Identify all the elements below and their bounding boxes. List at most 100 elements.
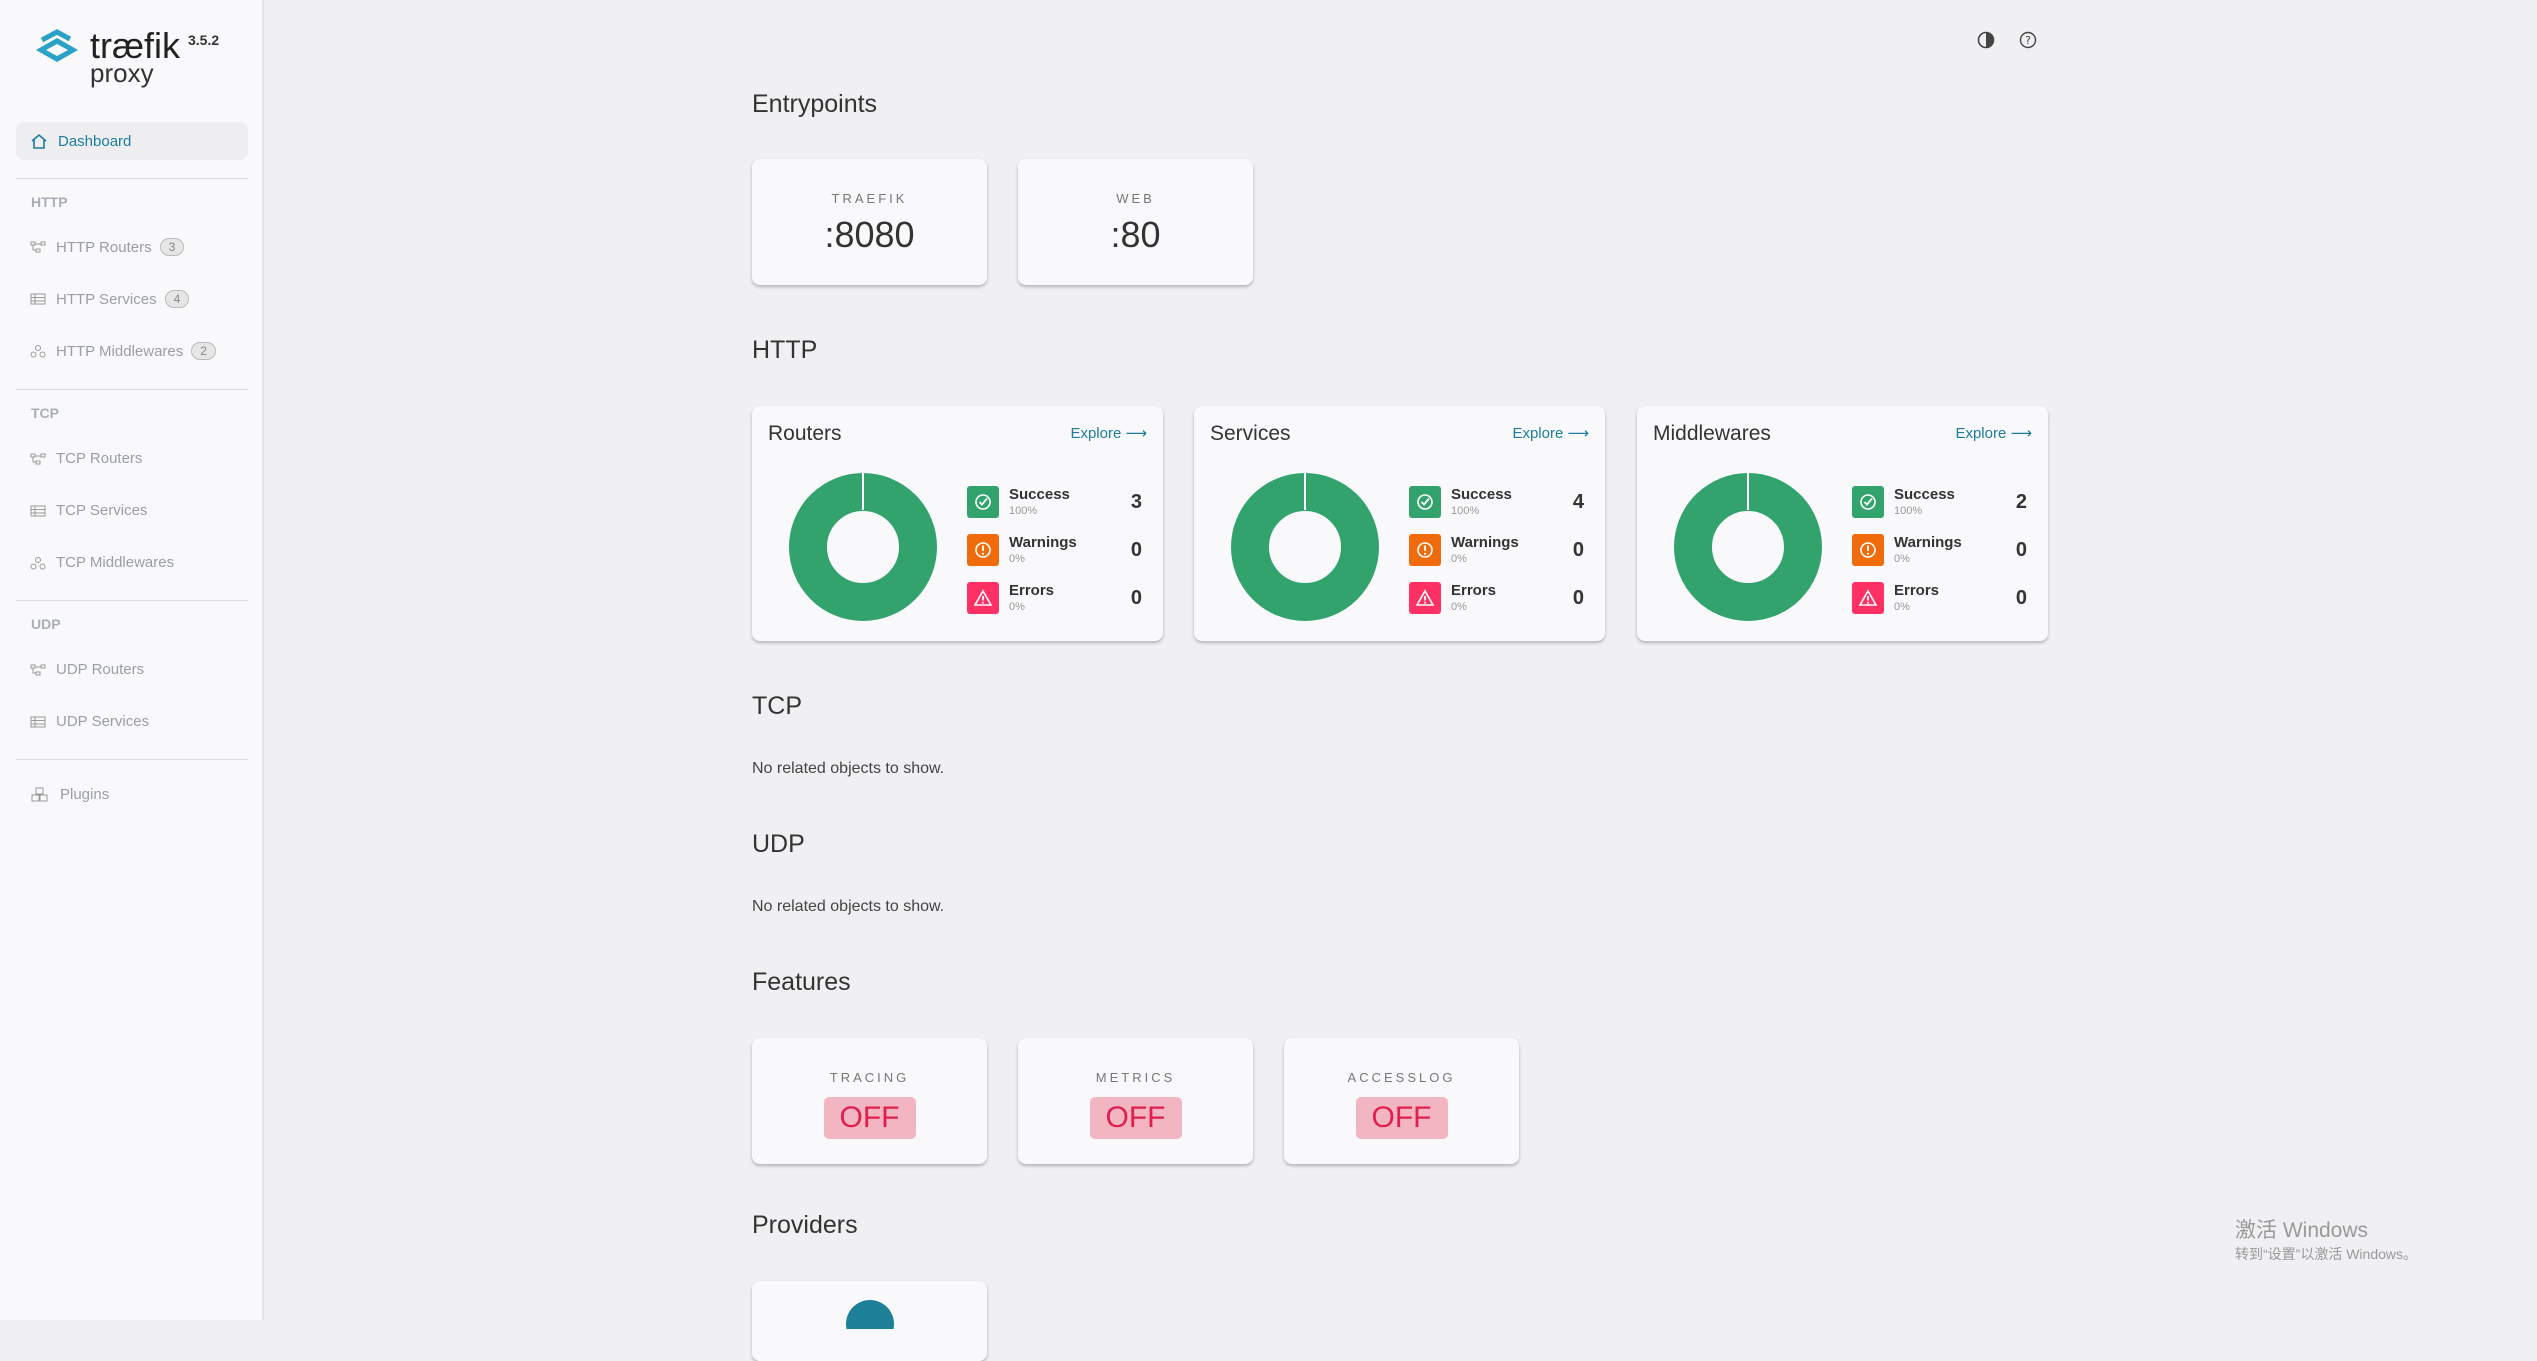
errors-count: 0 xyxy=(1572,586,1584,609)
section-udp: UDP xyxy=(31,616,61,632)
explore-link[interactable]: Explore ⟶ xyxy=(1512,424,1589,442)
errors-label: Errors xyxy=(1451,581,1497,599)
plugins-icon xyxy=(31,787,48,801)
feature-card-metrics: METRICS OFF xyxy=(1018,1038,1253,1164)
card-title: Services xyxy=(1210,422,1291,445)
success-percent: 100% xyxy=(1451,504,1480,517)
card-title: Middlewares xyxy=(1653,422,1771,445)
version: 3.5.2 xyxy=(188,32,220,48)
entrypoint-card: TRAEFIK :8080 xyxy=(752,159,987,285)
status-donut-chart xyxy=(1231,472,1379,621)
middlewares-icon xyxy=(30,345,46,358)
explore-link[interactable]: Explore ⟶ xyxy=(1955,424,2032,442)
sidebar-item-tcp-services[interactable]: TCP Services xyxy=(30,502,147,519)
traefik-logo-icon xyxy=(36,29,78,62)
warnings-count: 0 xyxy=(1572,538,1584,561)
warnings-label: Warnings xyxy=(1451,533,1519,551)
warnings-count: 0 xyxy=(2015,538,2027,561)
sidebar-item-label: TCP Routers xyxy=(56,450,143,467)
success-count: 4 xyxy=(1572,490,1584,513)
routers-icon xyxy=(30,241,46,253)
udp-empty-message: No related objects to show. xyxy=(752,898,945,915)
count-badge: 4 xyxy=(164,290,190,308)
sidebar-item-tcp-routers[interactable]: TCP Routers xyxy=(30,450,142,467)
sidebar-item-http-services[interactable]: HTTP Services 4 xyxy=(30,290,190,308)
entrypoint-name: TRAEFIK xyxy=(831,191,908,206)
explore-link[interactable]: Explore ⟶ xyxy=(1070,424,1147,442)
warnings-icon xyxy=(1409,534,1441,566)
services-icon xyxy=(30,505,46,516)
http-routers-card: Routers Explore ⟶ Success 100% 3 Warnings 0%… xyxy=(752,406,1163,641)
theme-toggle-icon[interactable] xyxy=(1976,30,1996,50)
entrypoint-port: :80 xyxy=(1110,214,1161,255)
explore-label: Explore xyxy=(1955,425,2007,442)
feature-name: TRACING xyxy=(829,1070,910,1085)
success-label: Success xyxy=(1009,485,1070,503)
entrypoint-card: WEB:80 xyxy=(1018,159,1253,285)
entrypoints-heading: Entrypoints xyxy=(752,90,878,118)
udp-heading: UDP xyxy=(752,830,805,858)
success-count: 2 xyxy=(2015,490,2027,513)
errors-icon xyxy=(1409,582,1441,614)
help-icon[interactable]: ? xyxy=(2018,30,2038,50)
watermark-subtitle: 转到“设置”以激活 Windows。 xyxy=(2235,1246,2418,1262)
count-badge: 3 xyxy=(159,238,185,256)
sidebar: træfik proxy 3.5.2 Dashboard HTTP HTTP Ro… xyxy=(0,0,264,1320)
home-icon xyxy=(31,133,47,149)
success-row: Success 100% 2 xyxy=(1852,478,2027,526)
tcp-empty-message: No related objects to show. xyxy=(752,760,945,777)
sidebar-item-label: Plugins xyxy=(60,786,110,803)
warnings-row: Warnings 0% 0 xyxy=(1409,526,1584,574)
errors-percent: 0% xyxy=(1894,600,1910,613)
divider xyxy=(16,178,248,179)
success-label: Success xyxy=(1894,485,1955,503)
sidebar-item-label: HTTP Middlewares xyxy=(56,342,184,360)
http-services-card: Services Explore ⟶ Success 100% 4 Warnings 0… xyxy=(1194,406,1605,641)
errors-row: Errors 0% 0 xyxy=(1409,574,1584,622)
section-tcp: TCP xyxy=(31,405,59,421)
watermark-title: 激活 Windows xyxy=(2235,1219,2369,1242)
feature-status: OFF xyxy=(823,1097,916,1139)
explore-label: Explore xyxy=(1070,425,1122,442)
sidebar-item-label: Dashboard xyxy=(58,132,132,150)
sidebar-item-http-routers[interactable]: HTTP Routers 3 xyxy=(30,238,185,256)
warnings-percent: 0% xyxy=(1894,552,1910,565)
traefik-logo[interactable]: træfik proxy 3.5.2 xyxy=(32,28,219,86)
success-icon xyxy=(967,486,999,518)
sidebar-item-label: HTTP Routers xyxy=(56,238,152,256)
sidebar-item-udp-routers[interactable]: UDP Routers xyxy=(30,661,144,678)
errors-count: 0 xyxy=(1130,586,1142,609)
sidebar-item-label: TCP Middlewares xyxy=(56,554,175,571)
provider-card[interactable] xyxy=(752,1281,987,1361)
feature-status: OFF xyxy=(1089,1097,1182,1139)
services-icon xyxy=(30,716,46,727)
divider xyxy=(16,389,248,390)
entrypoint-port: :8080 xyxy=(824,214,915,255)
sidebar-item-http-middlewares[interactable]: HTTP Middlewares 2 xyxy=(30,342,216,360)
sidebar-item-label: TCP Services xyxy=(56,502,148,519)
sidebar-item-label: HTTP Services xyxy=(56,290,157,308)
sidebar-item-dashboard[interactable]: Dashboard xyxy=(16,122,248,160)
sidebar-item-tcp-middlewares[interactable]: TCP Middlewares xyxy=(30,554,174,571)
logo-sub: proxy xyxy=(90,58,154,88)
section-http: HTTP xyxy=(31,194,68,210)
errors-row: Errors 0% 0 xyxy=(1852,574,2027,622)
windows-activation-watermark: 激活 Windows 转到“设置”以激活 Windows。 xyxy=(2235,1214,2417,1264)
sidebar-item-plugins[interactable]: Plugins xyxy=(30,786,109,803)
warnings-icon xyxy=(967,534,999,566)
http-middlewares-card: Middlewares Explore ⟶ Success 100% 2 Warnin… xyxy=(1637,406,2048,641)
divider xyxy=(16,600,248,601)
sidebar-item-label: UDP Routers xyxy=(56,661,145,678)
arrow-right-icon: ⟶ xyxy=(1125,425,1147,442)
feature-status: OFF xyxy=(1355,1097,1448,1139)
card-title: Routers xyxy=(768,422,842,445)
errors-count: 0 xyxy=(2015,586,2027,609)
success-icon xyxy=(1852,486,1884,518)
features-heading: Features xyxy=(752,968,851,996)
errors-label: Errors xyxy=(1009,581,1055,599)
arrow-right-icon: ⟶ xyxy=(1567,425,1589,442)
sidebar-item-udp-services[interactable]: UDP Services xyxy=(30,713,149,730)
warnings-label: Warnings xyxy=(1009,533,1077,551)
status-donut-chart xyxy=(789,472,937,621)
sidebar-item-label: UDP Services xyxy=(56,713,150,730)
